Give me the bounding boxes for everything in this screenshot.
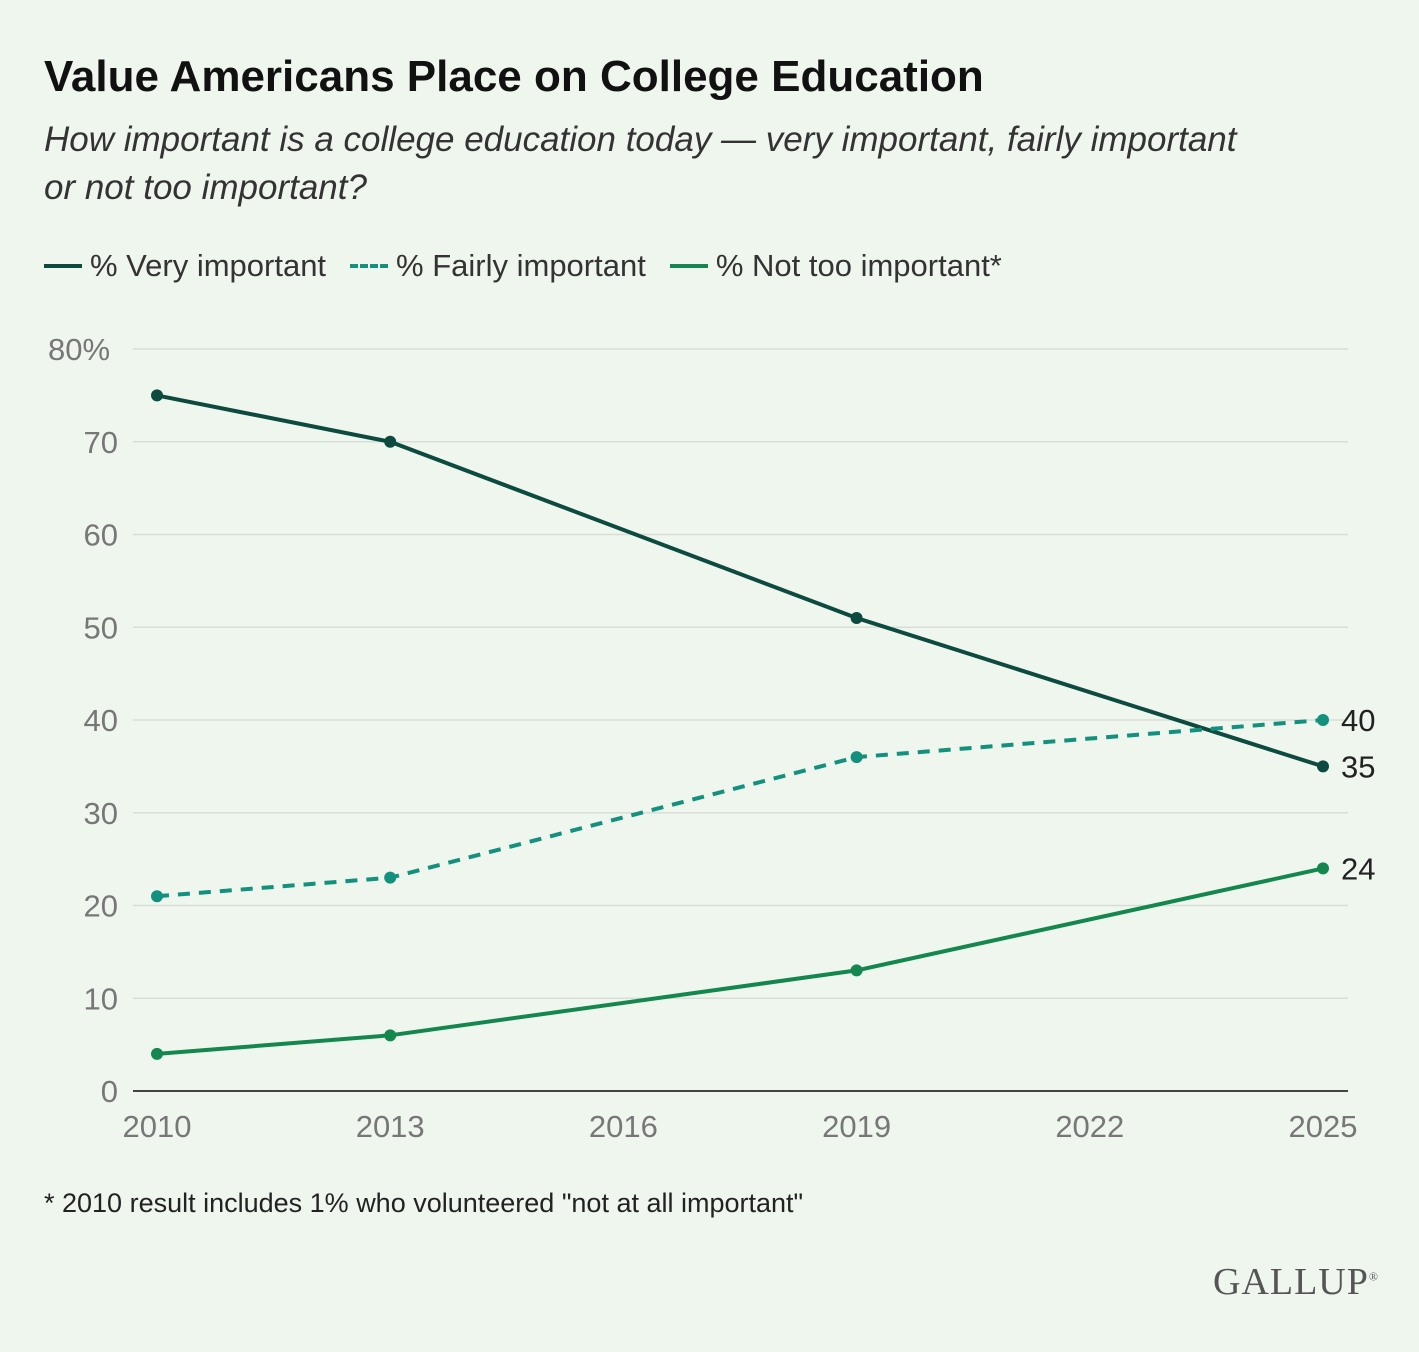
legend-item-fairly-important: % Fairly important — [350, 248, 646, 284]
end-label-fairly: 40 — [1341, 703, 1375, 738]
data-point-not_too — [151, 1047, 163, 1060]
end-label-very: 35 — [1341, 749, 1375, 784]
data-point-very — [384, 435, 397, 448]
series-line-not_too — [156, 866, 1324, 1056]
y-tick-label: 30 — [84, 796, 118, 831]
data-point-fairly — [151, 890, 163, 903]
legend: % Very important % Fairly important % No… — [44, 248, 1026, 284]
legend-swatch-very — [44, 264, 82, 268]
data-point-very — [1317, 760, 1329, 773]
legend-label-fairly: % Fairly important — [396, 248, 646, 283]
legend-item-not-too-important: % Not too important* — [669, 248, 1002, 284]
x-tick-label: 2016 — [589, 1109, 658, 1144]
y-tick-label: 0 — [101, 1074, 118, 1109]
x-tick-label: 2025 — [1289, 1109, 1358, 1144]
x-tick-label: 2019 — [822, 1109, 891, 1144]
data-point-not_too — [1317, 862, 1329, 875]
y-tick-label: 10 — [84, 981, 118, 1016]
chart-title: Value Americans Place on College Educati… — [44, 52, 984, 101]
series-line-very — [156, 393, 1324, 769]
data-point-not_too — [384, 1029, 397, 1042]
legend-swatch-fairly — [350, 264, 389, 268]
end-label-not_too: 24 — [1341, 851, 1375, 886]
x-tick-label: 2013 — [356, 1109, 425, 1144]
legend-label-very: % Very important — [90, 248, 327, 283]
legend-swatch-not-too — [669, 264, 708, 268]
logo-text: GALLUP — [1212, 1261, 1369, 1303]
x-tick-label: 2010 — [123, 1109, 192, 1144]
y-tick-label: 80% — [48, 332, 110, 367]
y-tick-label: 70 — [84, 425, 118, 460]
chart-subtitle: How important is a college education tod… — [44, 120, 1237, 207]
x-tick-label: 2022 — [1055, 1109, 1124, 1144]
data-point-very — [151, 389, 163, 402]
data-point-not_too — [850, 964, 863, 977]
series-line-fairly — [156, 718, 1324, 899]
y-tick-label: 20 — [84, 889, 118, 924]
gallup-logo: GALLUP® — [1212, 1261, 1379, 1303]
data-point-fairly — [850, 751, 863, 764]
data-point-fairly — [384, 871, 397, 884]
y-tick-label: 40 — [84, 703, 118, 738]
data-point-fairly — [1317, 714, 1329, 726]
y-tick-label: 50 — [84, 610, 118, 645]
y-tick-label: 60 — [84, 518, 118, 553]
legend-label-not-too: % Not too important* — [715, 248, 1002, 283]
legend-item-very-important: % Very important — [44, 248, 326, 284]
footnote: * 2010 result includes 1% who volunteere… — [44, 1188, 804, 1218]
data-point-very — [850, 611, 863, 624]
